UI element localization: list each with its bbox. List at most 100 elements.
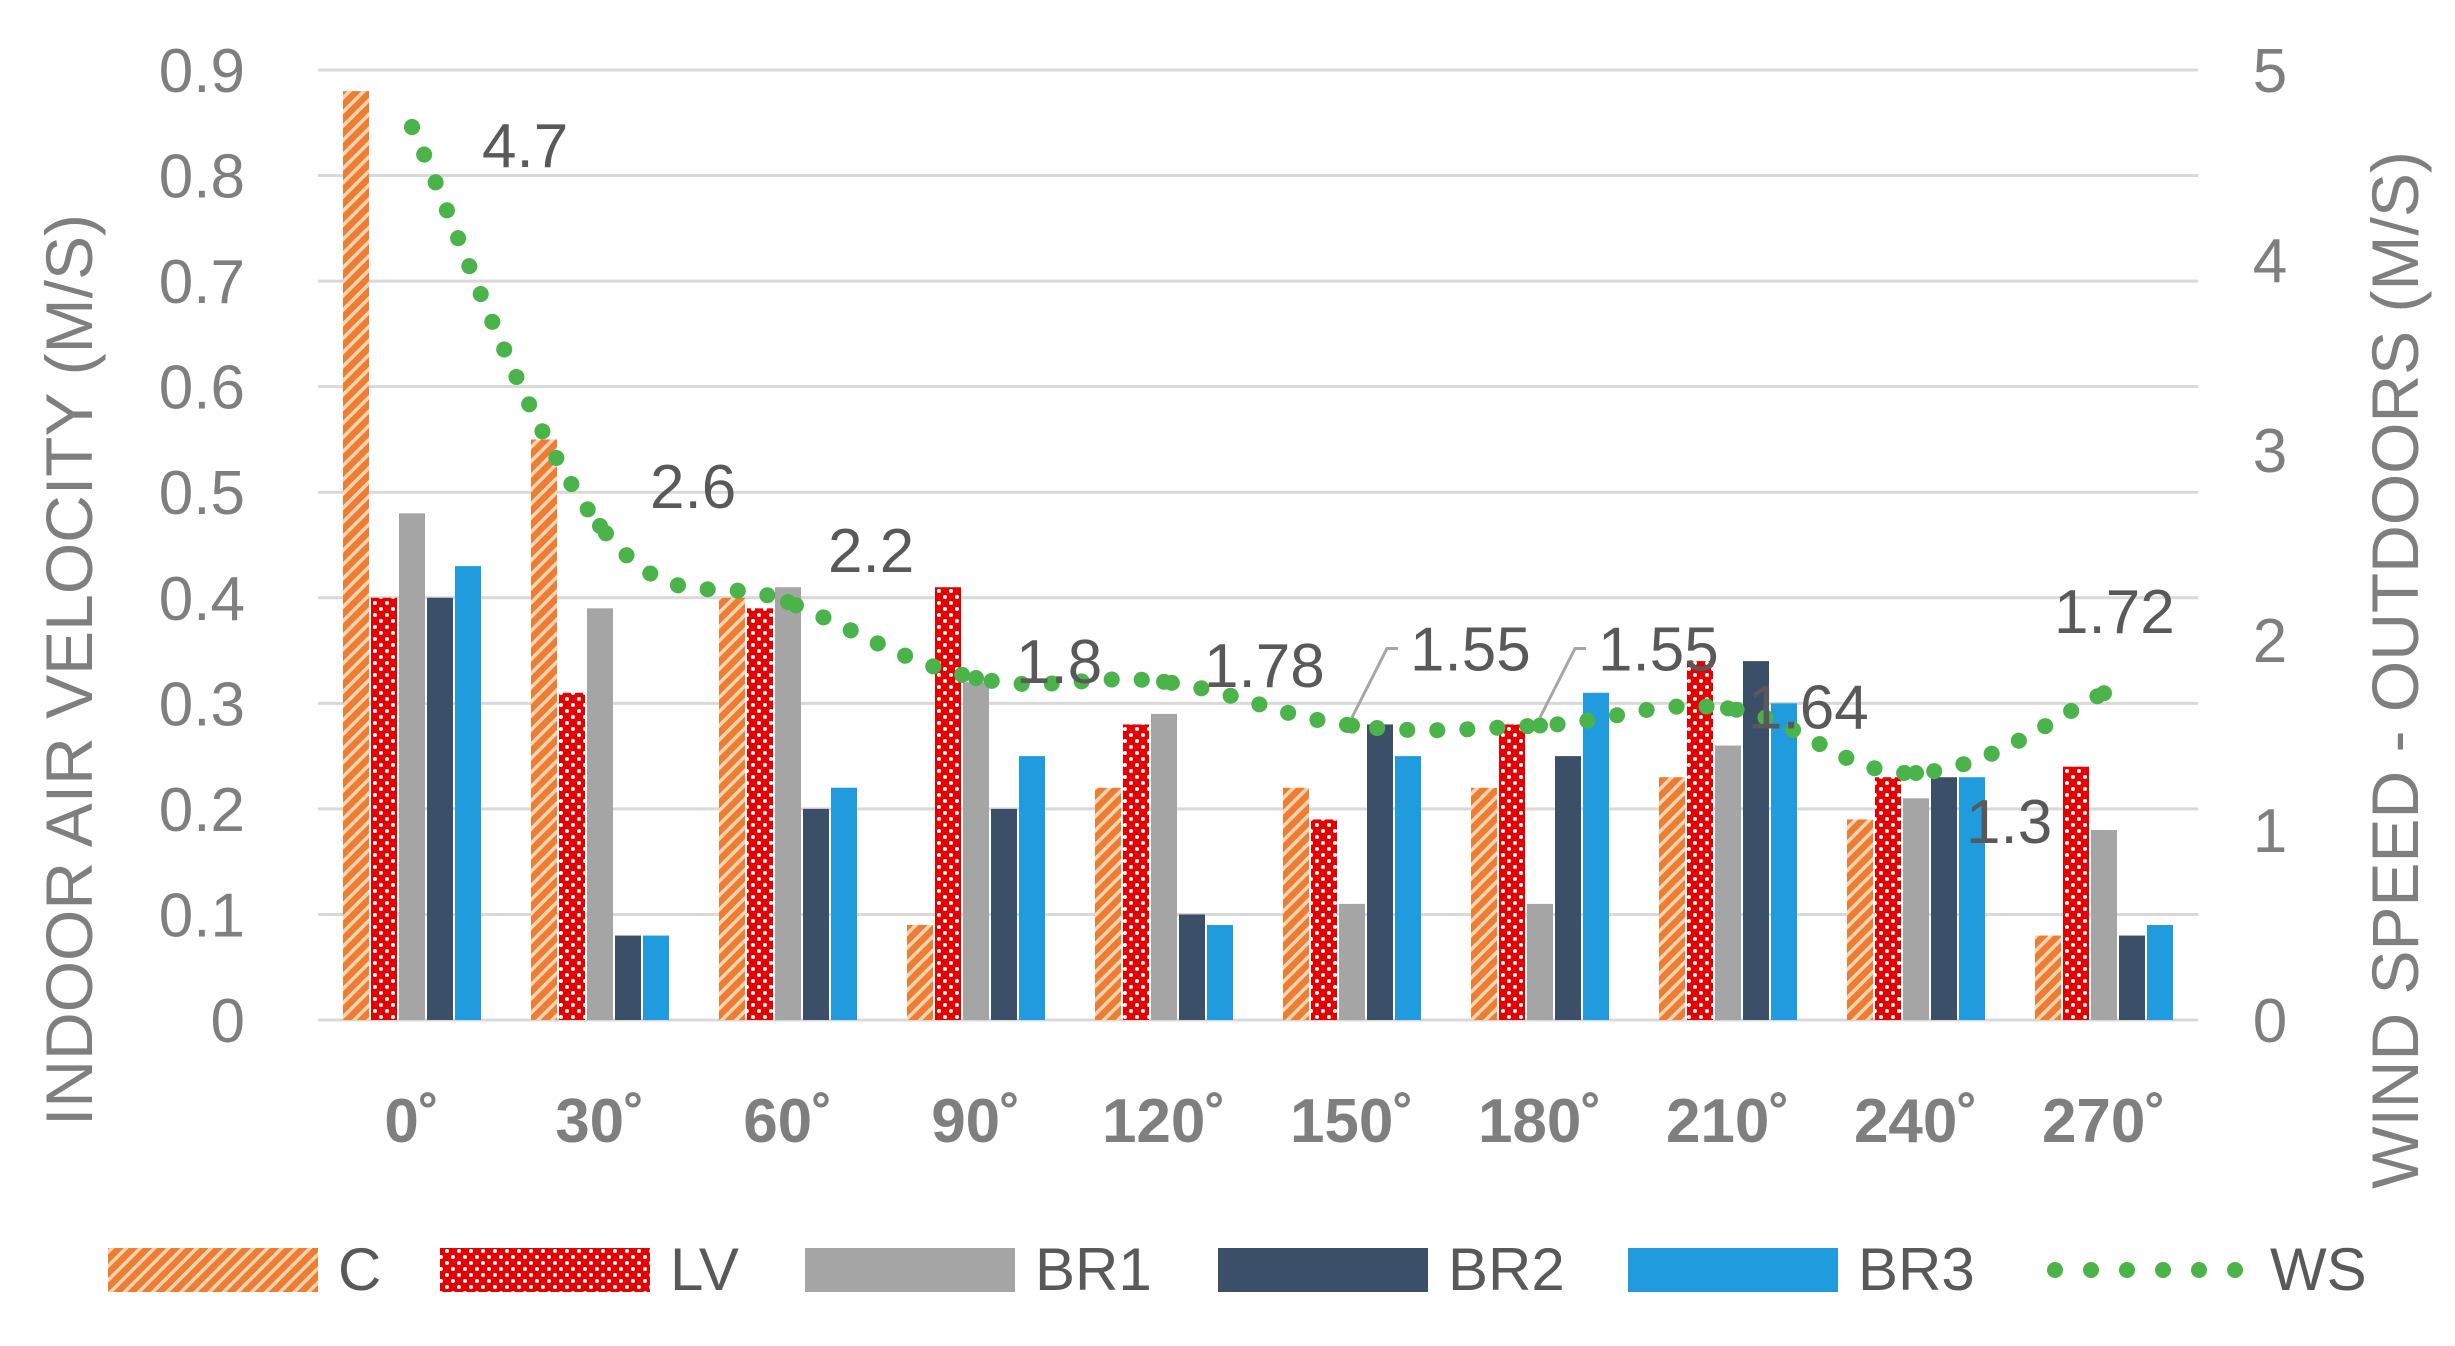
- ws-point: [404, 119, 420, 135]
- right-axis-ticks: 0 1 2 3 4 5: [2253, 37, 2287, 1056]
- bar-br3: [643, 935, 669, 1020]
- y-tick-label: 0.4: [159, 565, 245, 634]
- y-tick-label: 0.2: [159, 776, 245, 845]
- legend-label: WS: [2270, 1236, 2367, 1303]
- y-axis-title: INDOOR AIR VELOCITY (M/S): [32, 214, 106, 1126]
- legend-label: BR2: [1448, 1236, 1565, 1303]
- ws-data-label: 2.2: [828, 517, 914, 586]
- bar-c: [343, 91, 369, 1021]
- ws-point: [1156, 673, 1172, 690]
- ws-point: [1344, 717, 1360, 734]
- x-tick-label: 120˚: [1102, 1087, 1226, 1156]
- y2-tick-label: 5: [2253, 37, 2287, 106]
- y-tick-label: 0.8: [159, 143, 245, 212]
- bar-br2: [1555, 756, 1581, 1020]
- x-tick-label: 180˚: [1478, 1087, 1602, 1156]
- bar-br1: [1151, 713, 1177, 1020]
- ws-data-label: 1.64: [1748, 673, 1869, 742]
- legend-swatch: [108, 1248, 318, 1292]
- ws-data-labels: 4.7 2.6 2.2 1.8 1.78 1.55 1.55 1.64 1.3 1.72: [482, 112, 2175, 857]
- ws-data-label: 1.55: [1598, 616, 1719, 685]
- legend-swatch-dot: [2119, 1262, 2135, 1278]
- bar-lv: [1499, 724, 1525, 1020]
- x-tick-label: 240˚: [1854, 1087, 1978, 1156]
- bar-br3: [1959, 777, 1985, 1020]
- legend-label: LV: [670, 1236, 739, 1303]
- bar-br2: [427, 597, 453, 1020]
- legend-swatch: [440, 1248, 650, 1292]
- label-leader-line: [1350, 647, 1398, 719]
- bar-lv: [559, 692, 585, 1020]
- bar-br2: [1179, 914, 1205, 1020]
- legend-swatch-dot: [2155, 1262, 2171, 1278]
- bar-lv: [2063, 766, 2089, 1020]
- left-axis-ticks: 0 0.1 0.2 0.3 0.4 0.5 0.6 0.7 0.8 0.9: [159, 37, 245, 1056]
- gridlines: [318, 68, 2198, 1022]
- ws-point: [780, 594, 796, 610]
- bar-lv: [1687, 661, 1713, 1020]
- ws-data-label: 1.72: [2054, 578, 2175, 647]
- bar-lv: [1123, 724, 1149, 1020]
- x-tick-label: 270˚: [2042, 1087, 2166, 1156]
- bar-br2: [1931, 777, 1957, 1020]
- ws-data-label: 4.7: [482, 112, 568, 181]
- ws-point: [592, 518, 608, 534]
- category-labels: 0˚ 30˚ 60˚ 90˚ 120˚ 150˚ 180˚ 210˚ 240˚ 270˚: [384, 1087, 2166, 1156]
- y2-tick-label: 1: [2253, 797, 2287, 866]
- legend-label: C: [338, 1236, 381, 1303]
- y-tick-label: 0.1: [159, 881, 245, 950]
- y2-tick-label: 3: [2253, 417, 2287, 486]
- y-tick-label: 0.7: [159, 248, 245, 317]
- ws-point: [1908, 765, 1924, 781]
- legend-swatch-dot: [2227, 1262, 2243, 1278]
- ws-point: [1720, 700, 1736, 717]
- y-tick-label: 0: [211, 987, 245, 1056]
- x-tick-label: 0˚: [384, 1087, 439, 1156]
- y2-tick-label: 4: [2253, 227, 2287, 296]
- x-tick-label: 210˚: [1666, 1087, 1790, 1156]
- bar-br3: [1207, 925, 1233, 1020]
- ws-series-line: [404, 119, 2112, 782]
- legend-swatch-dot: [2047, 1262, 2063, 1278]
- ws-data-label: 1.78: [1204, 632, 1325, 701]
- bar-br1: [2091, 830, 2117, 1020]
- label-leader-line: [1538, 647, 1586, 719]
- ws-data-label: 1.3: [1966, 788, 2052, 857]
- bar-c: [531, 439, 557, 1020]
- bar-br2: [1367, 724, 1393, 1020]
- bar-c: [1847, 819, 1873, 1020]
- ws-data-label: 1.8: [1016, 628, 1102, 697]
- x-tick-label: 60˚: [743, 1087, 833, 1156]
- ws-data-label: 2.6: [650, 453, 736, 522]
- bar-br1: [1339, 903, 1365, 1020]
- bar-br2: [991, 808, 1017, 1020]
- y2-tick-label: 0: [2253, 987, 2287, 1056]
- bar-br2: [803, 808, 829, 1020]
- bar-c: [2035, 935, 2061, 1020]
- legend-swatch: [1218, 1248, 1428, 1292]
- label-leader-lines: [1350, 647, 1586, 719]
- bar-br3: [455, 566, 481, 1020]
- bar-br3: [1019, 756, 1045, 1020]
- legend-swatch: [1628, 1248, 1838, 1292]
- ws-point: [1532, 717, 1548, 734]
- y-tick-label: 0.6: [159, 354, 245, 423]
- bar-br2: [615, 935, 641, 1020]
- ws-point: [2096, 685, 2112, 702]
- bar-c: [907, 925, 933, 1020]
- bar-br3: [1583, 692, 1609, 1020]
- bar-br1: [587, 608, 613, 1020]
- bar-lv: [935, 587, 961, 1020]
- bar-br1: [1527, 903, 1553, 1020]
- legend-swatch-dot: [2083, 1262, 2099, 1278]
- ws-line: [404, 119, 2112, 782]
- ws-point: [968, 670, 984, 686]
- bar-br3: [831, 787, 857, 1020]
- bar-br1: [963, 682, 989, 1020]
- bar-lv: [371, 597, 397, 1020]
- bar-lv: [1311, 819, 1337, 1020]
- x-tick-label: 90˚: [931, 1087, 1021, 1156]
- bar-lv: [1875, 777, 1901, 1020]
- y-tick-label: 0.3: [159, 670, 245, 739]
